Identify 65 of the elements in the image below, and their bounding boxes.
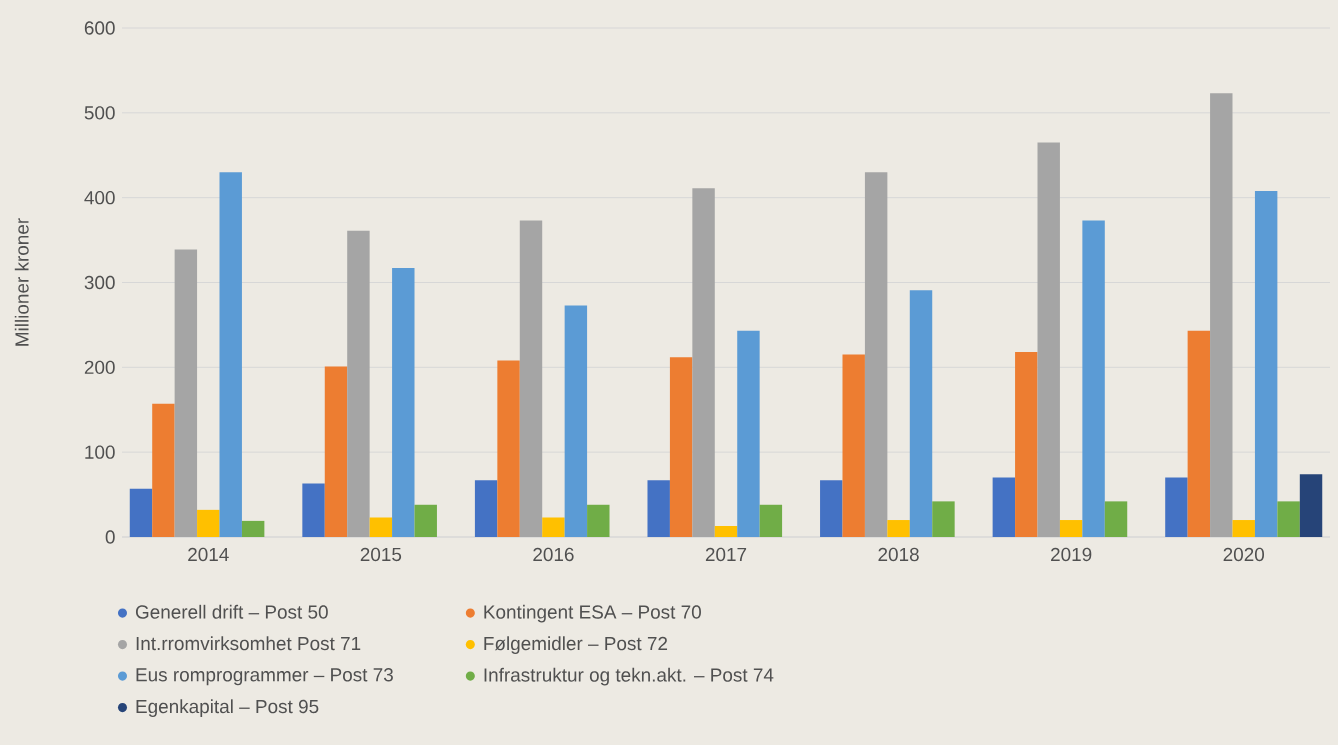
bar xyxy=(1037,142,1060,537)
bar xyxy=(692,188,715,537)
bar xyxy=(737,330,760,537)
x-tick-label: 2020 xyxy=(1223,547,1265,562)
bar xyxy=(1059,520,1083,537)
legend-label: Følgemidler – Post 72 xyxy=(484,636,668,654)
y-tick-label: 400 xyxy=(84,190,115,205)
bar xyxy=(369,517,393,537)
bar xyxy=(932,501,955,537)
bar xyxy=(820,480,843,537)
bar xyxy=(1015,352,1038,537)
bar xyxy=(1299,474,1323,537)
y-tick-label: 600 xyxy=(84,21,115,35)
bar xyxy=(647,480,670,537)
bar xyxy=(129,488,153,537)
legend-label: Eus romprogrammer – Post 73 xyxy=(136,668,393,686)
x-tick-label: 2015 xyxy=(360,547,402,562)
bar xyxy=(1277,501,1300,537)
bar xyxy=(1254,190,1278,537)
bar xyxy=(324,366,348,537)
bar xyxy=(842,354,865,537)
bar xyxy=(152,403,175,537)
x-tick-label: 2016 xyxy=(533,547,574,562)
bar xyxy=(497,360,520,537)
x-tick-label: 2017 xyxy=(705,547,747,562)
legend-label: Egenkapital – Post 95 xyxy=(136,699,319,717)
legend-label: Int.rromvirksomhet Post 71 xyxy=(136,636,361,651)
bar xyxy=(519,220,543,537)
y-tick-label: 100 xyxy=(85,445,115,459)
bar xyxy=(887,520,910,537)
bar xyxy=(1232,520,1255,537)
bar xyxy=(197,509,220,537)
bar xyxy=(759,504,783,537)
bar xyxy=(669,357,693,537)
bar xyxy=(1165,477,1188,537)
legend-label: Kontingent ESA – Post 70 xyxy=(484,604,701,623)
bar xyxy=(347,230,370,537)
x-tick-label: 2018 xyxy=(878,547,919,562)
legend-label: Generell drift – Post 50 xyxy=(135,604,328,619)
bar xyxy=(174,249,198,537)
bar xyxy=(474,480,498,537)
y-axis-title: Millioner kroner xyxy=(14,218,29,346)
bar xyxy=(992,477,1016,537)
bar xyxy=(1210,93,1233,537)
bar xyxy=(1082,220,1105,537)
bar xyxy=(414,504,437,537)
bar xyxy=(714,525,738,537)
y-tick-label: 0 xyxy=(105,530,115,544)
x-tick-label: 2019 xyxy=(1051,547,1092,562)
y-tick-label: 200 xyxy=(84,360,115,375)
bar xyxy=(564,305,588,537)
x-tick-label: 2014 xyxy=(188,547,229,562)
bar xyxy=(587,504,610,537)
bar xyxy=(864,172,888,537)
legend-label: Infrastruktur og tekn.akt. – Post 74 xyxy=(484,667,774,686)
bar xyxy=(219,172,242,537)
bar xyxy=(302,483,325,537)
y-tick-label: 500 xyxy=(84,106,115,120)
bar xyxy=(542,517,565,537)
bar xyxy=(1104,501,1128,537)
bar xyxy=(1187,330,1211,537)
y-tick-label: 300 xyxy=(84,275,115,290)
bar xyxy=(241,520,265,537)
bar xyxy=(392,268,415,537)
bar xyxy=(909,290,933,537)
